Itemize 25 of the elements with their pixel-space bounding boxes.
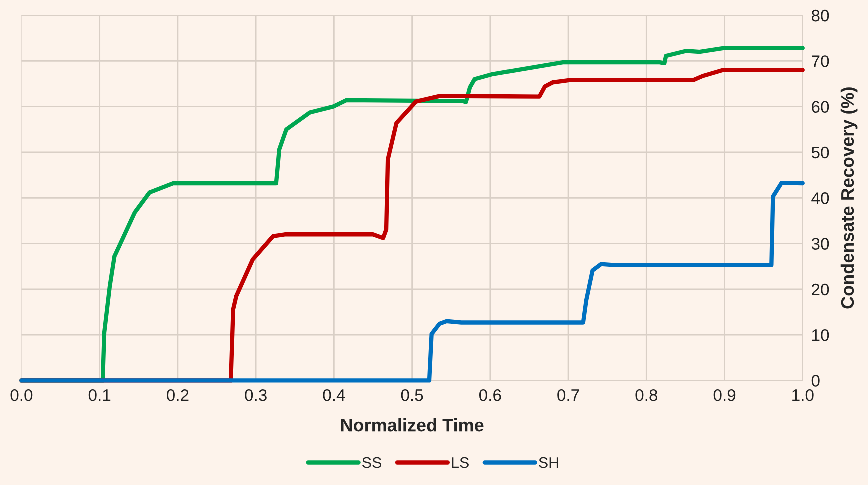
y2-axis-title: Condensate Recovery (%) bbox=[840, 88, 858, 309]
x-tick-label: 0.0 bbox=[10, 390, 33, 402]
legend-label: SS bbox=[362, 457, 382, 468]
x-tick-label: 0.6 bbox=[479, 390, 502, 402]
x-tick-label: 0.2 bbox=[167, 390, 189, 402]
y2-tick-label: 20 bbox=[812, 284, 830, 296]
y2-tick-label: 40 bbox=[812, 192, 830, 204]
x-tick-label: 0.5 bbox=[401, 390, 424, 402]
x-axis-title: Normalized Time bbox=[341, 418, 484, 432]
y2-tick-label: 60 bbox=[812, 101, 830, 114]
y2-tick-label: 80 bbox=[812, 10, 830, 22]
y2-tick-label: 10 bbox=[812, 329, 830, 342]
y2-tick-label: 70 bbox=[812, 56, 830, 68]
legend-label: SH bbox=[539, 457, 558, 468]
x-tick-label: 0.3 bbox=[245, 390, 267, 402]
y2-tick-label: 50 bbox=[812, 146, 830, 159]
y2-tick-label: 30 bbox=[812, 238, 830, 250]
legend-label: LS bbox=[452, 457, 469, 468]
x-tick-label: 0.4 bbox=[323, 390, 346, 402]
x-tick-label: 0.8 bbox=[636, 390, 658, 402]
x-tick-label: 0.7 bbox=[558, 390, 580, 402]
x-tick-label: 0.9 bbox=[714, 390, 736, 402]
y2-tick-label: 0 bbox=[812, 375, 820, 387]
x-tick-label: 0.1 bbox=[88, 390, 111, 402]
x-tick-label: 1.0 bbox=[792, 390, 814, 402]
